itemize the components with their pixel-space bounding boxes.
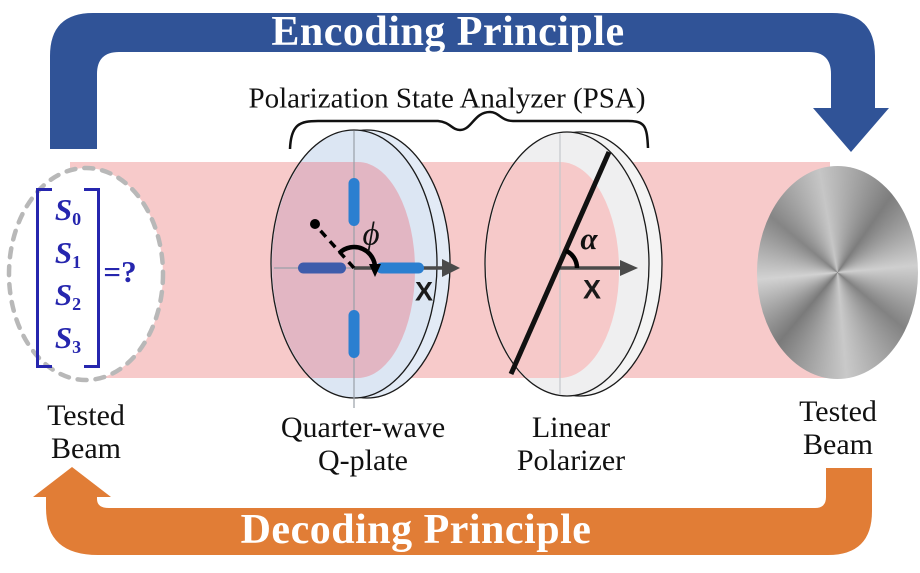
qplate-label-line2: Q-plate <box>318 444 408 477</box>
qplate-tick-top <box>348 178 360 226</box>
tested-beam-left-line2: Beam <box>51 432 121 465</box>
tested-beam-left-line1: Tested <box>47 399 125 432</box>
alpha-angle-label: α <box>580 221 598 256</box>
stokes-entry: S3 <box>54 319 82 357</box>
qplate-x-arrowhead-icon <box>442 259 460 277</box>
psa-brace <box>288 110 650 150</box>
polarizer-x-label: X <box>582 274 602 305</box>
psa-title: Polarization State Analyzer (PSA) <box>248 82 646 115</box>
stokes-equals-question: =? <box>103 254 137 289</box>
polarizer-label: Linear Polarizer <box>517 411 625 477</box>
unknown-beam-dashed-ellipse <box>6 165 166 383</box>
decoding-arrow <box>33 467 872 555</box>
stokes-entry: S2 <box>54 277 82 315</box>
tested-beam-right-line1: Tested <box>799 395 877 428</box>
qplate-tick-left <box>298 262 346 274</box>
qplate-tick-bottom <box>348 310 360 358</box>
qplate-label: Quarter-wave Q-plate <box>281 411 445 477</box>
qplate-disk <box>270 129 460 408</box>
output-beam-disk <box>757 166 918 379</box>
qplate-x-label: X <box>414 276 434 307</box>
polarizer-label-line2: Polarizer <box>516 444 626 477</box>
encoding-arrow <box>50 13 889 152</box>
decoding-banner-label: Decoding Principle <box>240 507 592 553</box>
stokes-bracket-left-icon <box>36 188 52 368</box>
qplate-tick-right <box>376 262 424 274</box>
stokes-vector: S0 S1 S2 S3 <box>36 188 100 368</box>
qplate-optic-axis-dashed <box>316 226 356 270</box>
qplate-optic-axis-dot <box>310 219 320 229</box>
phi-angle-label: ϕ <box>362 216 380 253</box>
phi-arc-arrowhead-icon <box>369 264 381 277</box>
polarizer-disk <box>484 131 663 397</box>
qplate-label-line1: Quarter-wave <box>280 411 446 444</box>
beam-through-polarizer <box>486 162 620 378</box>
polarizer-x-arrowhead-icon <box>620 260 638 276</box>
tested-beam-right-label: Tested Beam <box>799 395 877 461</box>
stokes-entries: S0 S1 S2 S3 <box>44 190 92 360</box>
stokes-entry: S1 <box>54 234 82 272</box>
alpha-angle-arc <box>564 248 580 269</box>
tested-beam-left-label: Tested Beam <box>47 399 125 465</box>
stokes-bracket-right-icon <box>84 188 100 368</box>
polarizer-label-line1: Linear <box>531 411 611 444</box>
tested-beam-right-line2: Beam <box>803 428 873 461</box>
polarizer-transmission-axis <box>508 150 612 376</box>
phi-angle-arc <box>337 244 378 270</box>
stokes-entry: S0 <box>54 192 82 230</box>
encoding-banner-label: Encoding Principle <box>271 9 625 55</box>
